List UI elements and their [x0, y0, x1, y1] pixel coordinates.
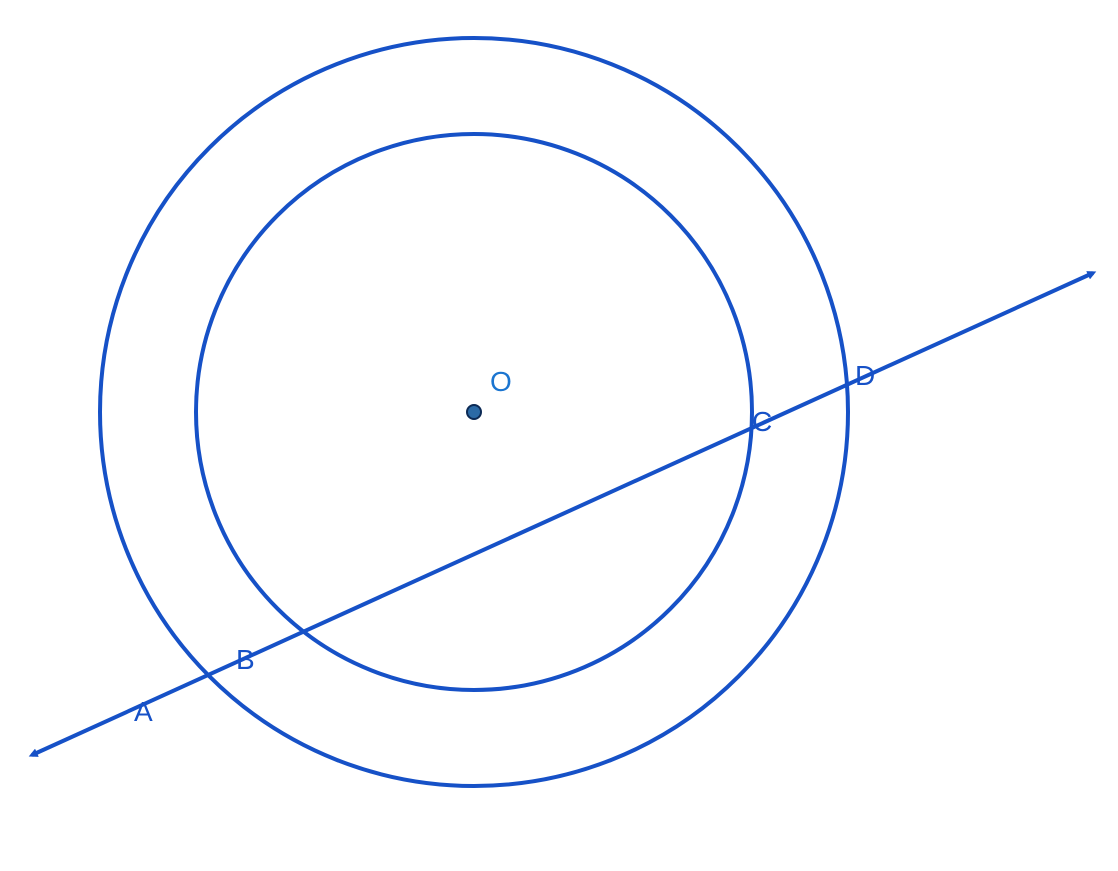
- center-point: [467, 405, 481, 419]
- point-b-label: B: [236, 644, 255, 676]
- center-label: O: [490, 366, 512, 398]
- point-d-label: D: [855, 360, 875, 392]
- point-a-label: A: [134, 696, 153, 728]
- concentric-circles-diagram: [0, 0, 1118, 871]
- secant-line: [32, 273, 1093, 755]
- point-c-label: C: [752, 406, 772, 438]
